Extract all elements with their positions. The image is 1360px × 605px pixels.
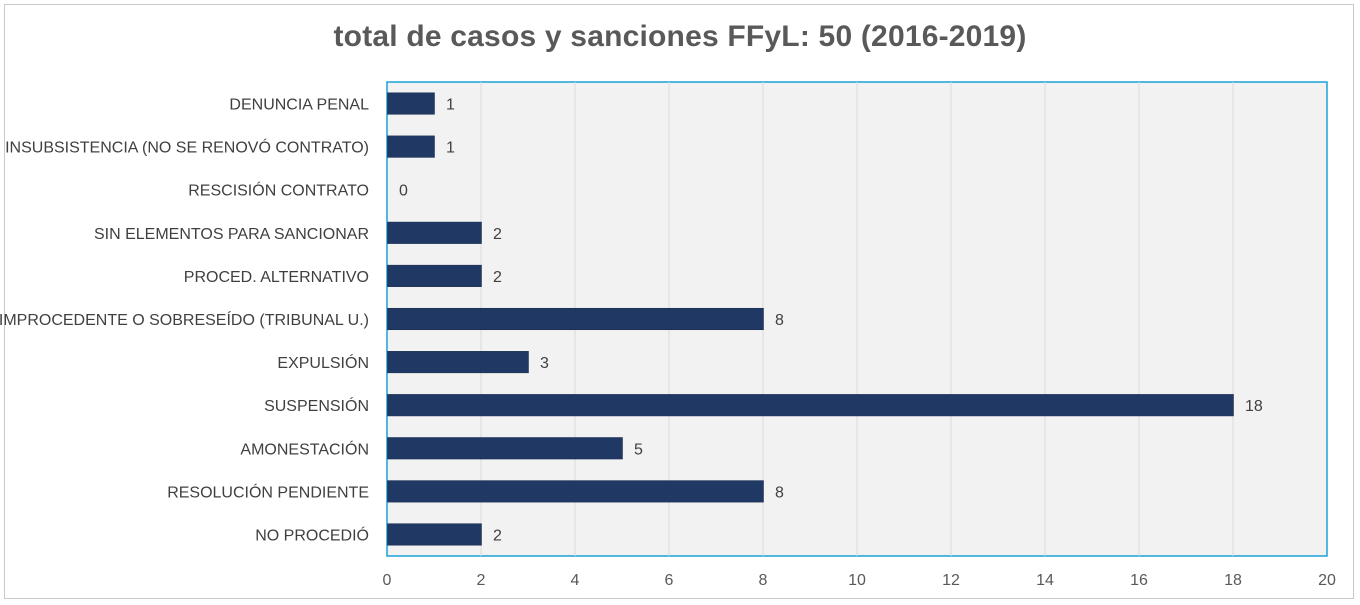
category-label: RESOLUCIÓN PENDIENTE <box>167 482 369 501</box>
data-label: 18 <box>1245 398 1263 415</box>
data-label: 2 <box>493 269 502 286</box>
bar <box>387 92 435 115</box>
category-label: EXPULSIÓN <box>277 353 369 372</box>
data-label: 2 <box>493 527 502 544</box>
bar <box>387 135 435 158</box>
x-tick-label: 20 <box>1318 572 1336 589</box>
data-label: 1 <box>446 97 455 114</box>
x-tick-label: 18 <box>1224 572 1242 589</box>
chart-frame <box>4 4 1354 599</box>
data-label: 5 <box>634 441 643 458</box>
x-tick-label: 16 <box>1130 572 1148 589</box>
x-tick-label: 2 <box>477 572 486 589</box>
category-label: NO PROCEDIÓ <box>255 525 369 544</box>
x-tick-label: 14 <box>1036 572 1054 589</box>
category-label: IMPROCEDENTE O SOBRESEÍDO (TRIBUNAL U.) <box>0 310 369 329</box>
category-label: DENUNCIA PENAL <box>229 97 369 114</box>
category-label: SUSPENSIÓN <box>264 396 369 415</box>
category-label: AMONESTACIÓN <box>240 439 369 458</box>
bar <box>387 307 764 331</box>
data-label: 3 <box>540 355 549 372</box>
x-tick-label: 8 <box>759 572 768 589</box>
category-label: RESCISIÓN CONTRATO <box>188 181 369 200</box>
data-label: 0 <box>399 183 408 200</box>
bar <box>387 351 529 374</box>
x-tick-label: 4 <box>571 572 580 589</box>
x-tick-label: 12 <box>942 572 960 589</box>
category-label: PROCED. ALTERNATIVO <box>184 269 369 286</box>
category-label: SIN ELEMENTOS PARA SANCIONAR <box>94 226 369 243</box>
x-tick-label: 0 <box>383 572 392 589</box>
bar <box>387 394 1234 417</box>
bar <box>387 523 482 546</box>
bar <box>387 437 623 460</box>
data-label: 2 <box>493 226 502 243</box>
x-tick-label: 6 <box>665 572 674 589</box>
category-label: INSUBSISTENCIA (NO SE RENOVÓ CONTRATO) <box>5 138 369 157</box>
x-tick-label: 10 <box>848 572 866 589</box>
bar <box>387 480 764 503</box>
data-label: 1 <box>446 140 455 157</box>
data-label: 8 <box>775 312 784 329</box>
data-label: 8 <box>775 484 784 501</box>
bar <box>387 264 482 287</box>
chart-title: total de casos y sanciones FFyL: 50 (201… <box>333 20 1027 53</box>
bar <box>387 221 482 244</box>
